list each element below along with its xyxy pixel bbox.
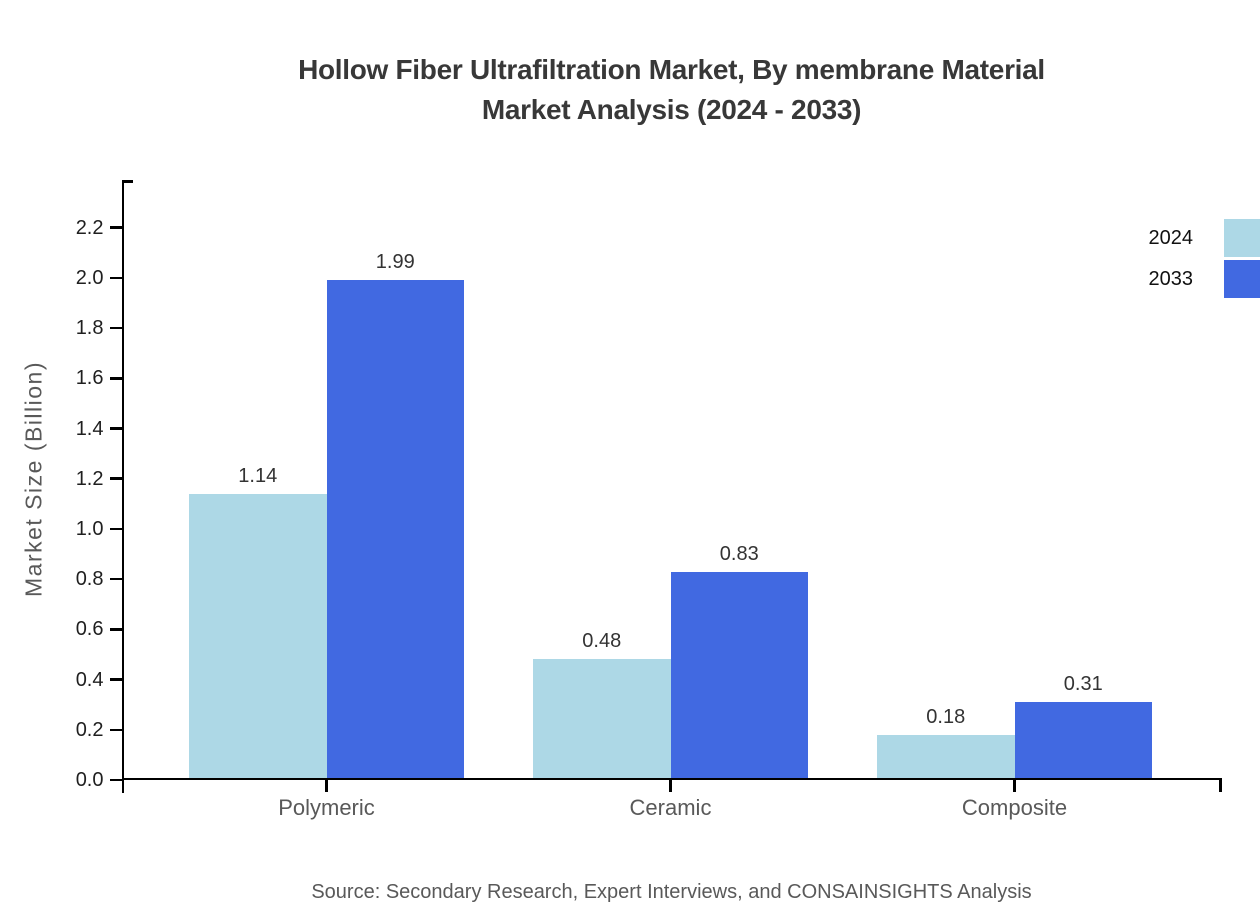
y-axis-tick (109, 577, 122, 581)
legend-label: 2033 (1148, 268, 1194, 290)
value-label: 1.14 (238, 464, 278, 487)
chart-title-line2: Market Analysis (2024 - 2033) (481, 94, 862, 125)
y-axis-tick-label: 2.2 (75, 216, 104, 239)
value-label: 0.18 (926, 705, 966, 728)
y-axis-tick (109, 326, 122, 330)
y-axis-tick-label: 1.4 (75, 417, 104, 440)
y-axis-tick-label: 0.8 (75, 568, 104, 591)
x-axis-tick (325, 780, 328, 792)
bar-composite-2024 (877, 734, 1015, 780)
bar-polymeric-2033 (326, 280, 464, 780)
source-note: Source: Secondary Research, Expert Inter… (311, 881, 1032, 903)
x-axis-line (121, 777, 1222, 780)
bar-ceramic-2024 (533, 659, 671, 780)
bar-composite-2033 (1014, 702, 1152, 780)
x-axis-end-cap (1219, 777, 1222, 792)
value-label: 0.31 (1063, 673, 1103, 696)
y-axis-tick (109, 377, 122, 380)
legend-item-2033: 2033 (0, 260, 1260, 298)
y-axis-tick-label: 1.6 (75, 367, 104, 390)
chart-title-line1: Hollow Fiber Ultrafiltration Market, By … (298, 54, 1045, 85)
x-axis-tick (669, 780, 672, 792)
bar-polymeric-2024 (189, 493, 327, 780)
x-axis-label-ceramic: Ceramic (629, 795, 712, 820)
legend-swatch-icon (1224, 260, 1260, 298)
x-axis-tick (1013, 780, 1016, 792)
y-axis-tick-label: 0.0 (75, 769, 104, 791)
x-axis-label-polymeric: Polymeric (278, 795, 375, 820)
y-axis-tick-label: 0.6 (75, 618, 104, 641)
legend-swatch-icon (1224, 219, 1260, 257)
y-axis-tick (109, 728, 122, 732)
x-axis-label-composite: Composite (961, 795, 1068, 820)
value-label: 0.48 (582, 630, 622, 653)
y-axis-tick (109, 527, 122, 531)
value-label: 1.99 (375, 251, 415, 274)
legend-label: 2024 (1148, 227, 1194, 249)
y-axis-tick-label: 0.2 (75, 718, 104, 741)
y-axis-tick (109, 477, 122, 480)
y-axis-tick (109, 226, 122, 229)
y-axis-tick (109, 628, 122, 631)
y-axis-line (121, 180, 124, 793)
legend-item-2024: 2024 (0, 219, 1260, 257)
value-label: 0.83 (719, 542, 759, 565)
y-axis-tick (109, 276, 122, 280)
y-axis-tick (109, 778, 122, 782)
y-axis-tick-label: 2.0 (75, 266, 104, 289)
y-axis-tick-label: 1.0 (75, 517, 104, 540)
y-axis-tick-label: 1.8 (75, 317, 104, 340)
chart-title: Hollow Fiber Ultrafiltration Market, By … (121, 50, 1222, 130)
y-axis-tick-label: 0.4 (75, 668, 104, 691)
y-axis-tick-label: 1.2 (75, 467, 104, 490)
bar-ceramic-2033 (670, 571, 808, 780)
y-axis-end-cap (121, 180, 133, 183)
plot-area: 0.0 0.2 0.4 0.6 0.8 1.0 1.2 1.4 1.6 1.8 2.0 2.2 1.14… (76, 180, 1222, 820)
y-axis-tick (109, 678, 122, 681)
y-axis-tick (109, 427, 122, 430)
